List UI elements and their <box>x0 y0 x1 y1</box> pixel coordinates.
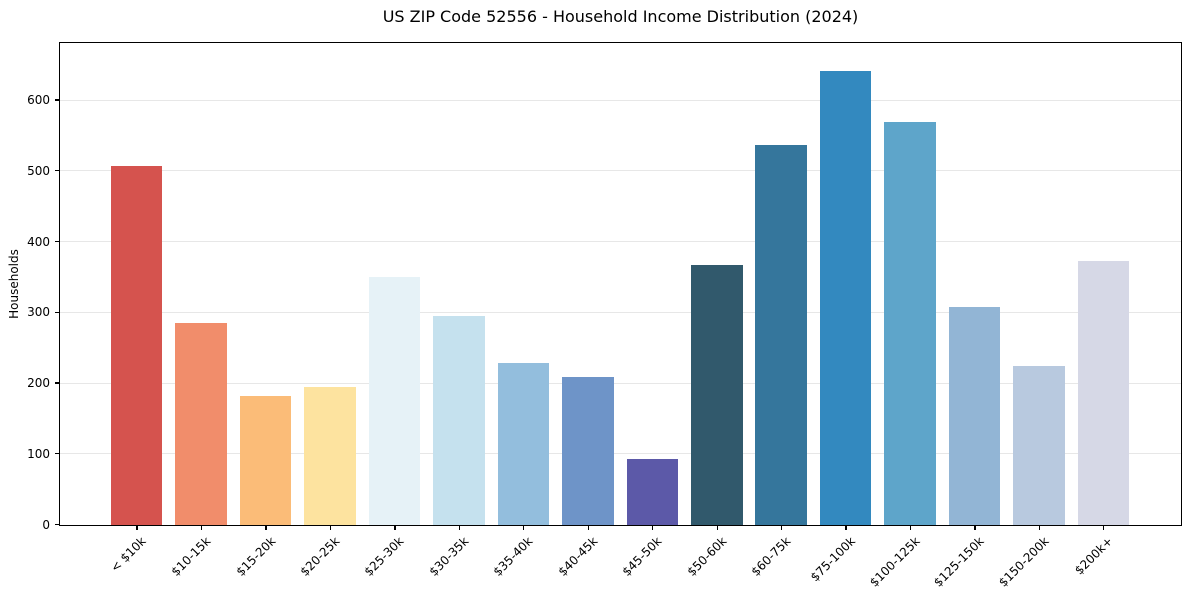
bar-35-40k <box>497 362 550 525</box>
bar-10k <box>110 166 163 525</box>
bar-15-20k <box>239 395 292 525</box>
x-tick-label: $35-40k <box>490 534 536 579</box>
x-tick-label: $150-200k <box>995 534 1052 590</box>
bar-30-35k <box>433 316 485 525</box>
gridline <box>60 99 1181 101</box>
x-tick-label: $125-150k <box>931 534 987 590</box>
y-tick-label: 300 <box>27 305 50 320</box>
bars-layer <box>60 43 1181 525</box>
x-tick-label: < $10k <box>108 534 149 575</box>
x-tick-label: $200k+ <box>1072 534 1116 578</box>
x-tick-mark <box>523 526 525 530</box>
bar-45-50k <box>626 459 679 525</box>
x-tick-mark <box>1103 526 1105 530</box>
bar-60-75k <box>755 145 807 525</box>
y-tick-label: 400 <box>27 234 50 249</box>
x-tick-mark <box>329 526 332 530</box>
y-tick-label: 500 <box>27 163 50 178</box>
x-tick-mark <box>587 526 589 530</box>
bar-10-15k <box>175 323 227 525</box>
x-tick-mark <box>845 526 847 530</box>
x-tick-mark <box>458 526 460 530</box>
x-tick-label: $10-15k <box>168 534 214 579</box>
y-tick-mark <box>55 99 59 101</box>
x-tick-label: $40-45k <box>555 534 601 579</box>
x-tick-label: $60-75k <box>748 534 794 579</box>
chart-title: US ZIP Code 52556 - Household Income Dis… <box>382 7 859 26</box>
bar-125-150k <box>948 307 1001 525</box>
bar-25-30k <box>368 276 421 525</box>
x-tick-label: $50-60k <box>684 534 730 579</box>
bar-75-100k <box>819 70 872 525</box>
x-tick-label: $30-35k <box>426 534 472 579</box>
x-tick-label: $45-50k <box>619 534 665 579</box>
x-tick-mark <box>265 526 267 530</box>
x-tick-label: $20-25k <box>297 534 343 579</box>
y-tick-label: 600 <box>27 93 50 107</box>
y-tick-label: 0 <box>42 517 50 532</box>
y-tick-label: 100 <box>27 446 50 461</box>
bar-50-60k <box>690 265 743 525</box>
y-tick-mark <box>55 311 59 313</box>
y-tick-label: 200 <box>27 376 50 391</box>
x-tick-mark <box>909 526 912 530</box>
x-tick-mark <box>200 526 203 530</box>
x-tick-label: $15-20k <box>233 534 278 579</box>
y-tick-mark <box>55 240 59 243</box>
x-tick-label: $75-100k <box>807 534 858 585</box>
gridlines-layer <box>60 43 1181 525</box>
y-tick-mark <box>55 382 59 384</box>
x-tick-label: $100-125k <box>866 534 923 590</box>
gridline <box>60 311 1181 313</box>
x-tick-mark <box>136 526 138 530</box>
gridline <box>60 170 1181 172</box>
x-tick-mark <box>974 526 976 530</box>
y-tick-mark <box>55 170 59 172</box>
bar-100-125k <box>884 121 936 525</box>
x-tick-mark <box>781 526 783 530</box>
plot-area <box>59 42 1182 526</box>
y-tick-mark <box>55 524 59 526</box>
gridline <box>60 453 1181 455</box>
bar-150-200k <box>1013 365 1065 525</box>
gridline <box>60 241 1181 243</box>
gridline <box>60 382 1181 384</box>
x-tick-mark <box>394 526 396 530</box>
x-tick-mark <box>716 526 718 530</box>
x-tick-label: $25-30k <box>361 534 407 579</box>
bar-20-25k <box>304 387 356 525</box>
x-tick-mark <box>1038 526 1041 530</box>
bar-40-45k <box>562 377 614 525</box>
bar-200k <box>1077 261 1130 525</box>
x-tick-mark <box>652 526 654 530</box>
y-tick-mark <box>55 453 59 455</box>
